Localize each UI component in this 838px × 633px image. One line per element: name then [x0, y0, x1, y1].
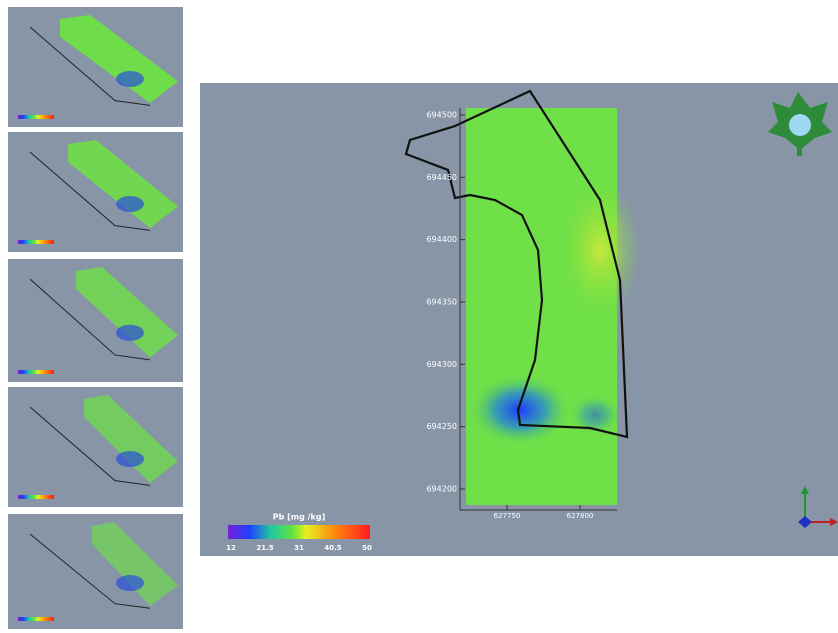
- heatmap-low: [470, 375, 570, 445]
- thumbnail-low: [116, 196, 144, 212]
- page: Pb [mg /kg] 694500 694450 694400 694350 6943…: [0, 0, 838, 629]
- scene: Pb [mg /kg] 694500 694450 694400 694350 6943…: [0, 0, 838, 629]
- colorbar-tick-label: 21.5: [256, 544, 273, 552]
- y-tick-label: 694200: [426, 485, 457, 494]
- y-tick-label: 694350: [426, 298, 457, 307]
- thumbnail-colorbar: [18, 115, 54, 119]
- colorbar-title: Pb [mg /kg]: [273, 513, 326, 522]
- colorbar-tick-label: 40.5: [324, 544, 341, 552]
- y-tick-label: 694250: [426, 422, 457, 431]
- y-tick-label: 694500: [426, 111, 457, 120]
- y-tick-label: 694300: [426, 360, 457, 369]
- y-tick-label: 694400: [426, 235, 457, 244]
- colorbar-tick-label: 31: [294, 544, 304, 552]
- colorbar-tick-label: 12: [226, 544, 236, 552]
- colorbar: [228, 525, 370, 539]
- colorbar-tick-label: 50: [362, 544, 372, 552]
- thumbnail-low: [116, 575, 144, 591]
- thumbnail-low: [116, 451, 144, 467]
- thumbnail-colorbar: [18, 617, 54, 621]
- x-tick-label: 627750: [494, 512, 521, 520]
- y-tick-label: 694450: [426, 173, 457, 182]
- thumbnails: [8, 7, 183, 629]
- thumbnail-low: [116, 71, 144, 87]
- thumbnail-low: [116, 325, 144, 341]
- thumbnail-colorbar: [18, 495, 54, 499]
- x-tick-label: 627800: [567, 512, 594, 520]
- thumbnail-colorbar: [18, 370, 54, 374]
- thumbnail-colorbar: [18, 240, 54, 244]
